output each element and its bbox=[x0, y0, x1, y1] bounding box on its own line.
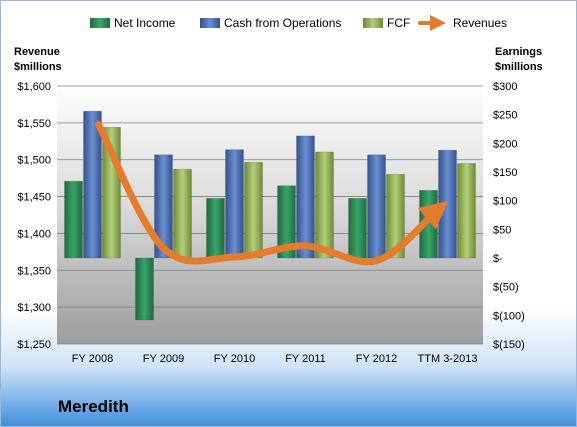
bar-net-income bbox=[64, 180, 83, 259]
line-revenues bbox=[95, 120, 449, 266]
left-tick-label: $1,450 bbox=[17, 192, 51, 204]
right-tick-label: $- bbox=[493, 253, 503, 265]
right-axis-title-line1: Earnings bbox=[495, 46, 542, 58]
left-axis-ticks: $1,250 $1,300 $1,350 $1,400 $1,450 $1,500 $1,5… bbox=[17, 81, 51, 351]
right-tick-label: $(100) bbox=[493, 310, 525, 322]
left-axis-title-line2: $millions bbox=[14, 61, 62, 73]
right-tick-label: $200 bbox=[493, 138, 517, 150]
x-tick-label: TTM 3-2013 bbox=[418, 353, 478, 365]
left-tick-label: $1,250 bbox=[17, 339, 51, 351]
legend-label-fcf: FCF bbox=[387, 16, 410, 30]
legend-label-net-income: Net Income bbox=[114, 16, 176, 30]
right-tick-label: $100 bbox=[493, 196, 517, 208]
legend-swatch-cash-from-operations bbox=[200, 18, 220, 28]
x-tick-label: FY 2010 bbox=[214, 353, 255, 365]
left-tick-label: $1,350 bbox=[17, 265, 51, 277]
right-tick-label: $300 bbox=[493, 81, 517, 93]
left-tick-label: $1,400 bbox=[17, 228, 51, 240]
legend-swatch-fcf bbox=[363, 18, 383, 28]
bar-net-income bbox=[348, 198, 367, 259]
legend-label-revenues: Revenues bbox=[453, 16, 507, 30]
x-tick-label: FY 2009 bbox=[143, 353, 184, 365]
right-axis-ticks: $(150) $(100) $(50) $- $50 $100 $150 $200 $250 $3… bbox=[493, 81, 525, 351]
left-tick-label: $1,300 bbox=[17, 302, 51, 314]
revenue-line-group bbox=[95, 120, 449, 266]
right-tick-label: $250 bbox=[493, 110, 517, 122]
right-tick-label: $(150) bbox=[493, 339, 525, 351]
bar-cash-from-operations bbox=[154, 154, 173, 259]
right-tick-label: $150 bbox=[493, 167, 517, 179]
bar-net-income bbox=[277, 185, 296, 259]
bar-fcf bbox=[457, 163, 476, 259]
bar-cash-from-operations bbox=[367, 154, 386, 259]
x-axis-ticks: FY 2008 FY 2009 FY 2010 FY 2011 FY 2012 TTM 3… bbox=[72, 353, 478, 365]
plot-area bbox=[57, 86, 483, 344]
legend-swatch-net-income bbox=[90, 18, 110, 28]
bar-fcf bbox=[173, 168, 192, 259]
bar-cash-from-operations bbox=[225, 149, 244, 259]
x-tick-label: FY 2012 bbox=[356, 353, 397, 365]
bar-fcf bbox=[315, 151, 334, 259]
bar-cash-from-operations bbox=[438, 149, 457, 259]
left-tick-label: $1,600 bbox=[17, 81, 51, 93]
right-axis-title-line2: $millions bbox=[495, 61, 543, 73]
bar-fcf bbox=[386, 174, 405, 259]
bar-cash-from-operations bbox=[296, 135, 315, 259]
legend-label-cash-from-operations: Cash from Operations bbox=[224, 16, 341, 30]
right-tick-label: $(50) bbox=[493, 282, 519, 294]
bar-cash-from-operations bbox=[83, 110, 102, 259]
left-axis-title-line1: Revenue bbox=[14, 46, 60, 58]
x-tick-label: FY 2011 bbox=[285, 353, 326, 365]
legend: Net Income Cash from Operations FCF Reve… bbox=[90, 15, 507, 31]
bars-group bbox=[64, 110, 476, 321]
company-name: Meredith bbox=[58, 397, 129, 416]
right-tick-label: $50 bbox=[493, 224, 511, 236]
x-tick-label: FY 2008 bbox=[72, 353, 113, 365]
bar-net-income bbox=[206, 198, 225, 259]
bar-fcf bbox=[244, 162, 263, 259]
left-tick-label: $1,500 bbox=[17, 155, 51, 167]
left-tick-label: $1,550 bbox=[17, 118, 51, 130]
bar-net-income bbox=[135, 257, 154, 321]
